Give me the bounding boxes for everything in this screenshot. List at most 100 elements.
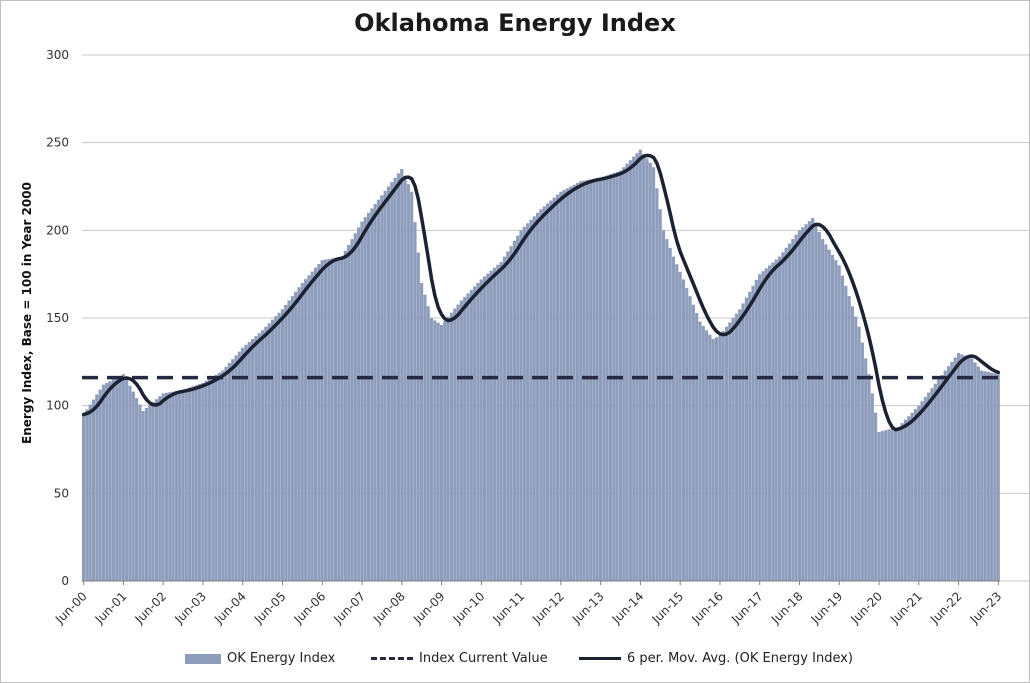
energy-index-bar — [645, 158, 649, 582]
energy-index-bar — [459, 300, 463, 581]
energy-index-bar — [390, 182, 394, 581]
energy-index-bar — [519, 230, 523, 582]
energy-index-bar — [502, 256, 507, 581]
energy-index-bar — [85, 409, 89, 581]
energy-index-bar — [483, 276, 487, 581]
energy-index-bar — [443, 320, 447, 581]
energy-index-bar — [668, 247, 672, 581]
y-tick-label: 200 — [46, 223, 69, 237]
energy-index-bar — [688, 296, 692, 581]
energy-index-bar — [771, 262, 775, 581]
legend-label-energy-index: OK Energy Index — [227, 651, 336, 666]
energy-index-bar — [317, 263, 321, 581]
energy-index-bar — [582, 180, 586, 581]
energy-index-bar — [426, 306, 430, 581]
energy-index-bar — [254, 336, 258, 581]
energy-index-bar — [555, 194, 560, 581]
energy-index-bar — [545, 203, 550, 581]
energy-index-bar — [884, 430, 888, 581]
energy-index-bar — [82, 414, 86, 581]
energy-index-bar — [197, 384, 202, 581]
legend-label-current-value: Index Current Value — [419, 651, 548, 666]
energy-index-bar — [260, 330, 265, 581]
energy-index-bar — [423, 294, 427, 581]
energy-index-bar — [648, 162, 652, 581]
energy-index-bar — [115, 377, 119, 581]
energy-index-bar — [181, 389, 185, 581]
energy-index-bar — [509, 246, 513, 581]
energy-index-bar — [622, 167, 626, 582]
energy-index-bar — [907, 416, 911, 581]
energy-index-bar — [685, 287, 689, 581]
energy-index-bar — [834, 260, 838, 581]
x-tick-label: Jun-10 — [450, 589, 488, 627]
energy-index-bar — [237, 351, 241, 581]
energy-index-bar — [870, 393, 874, 581]
energy-index-bar — [111, 379, 115, 581]
energy-index-bar — [340, 256, 344, 581]
energy-index-bar — [333, 257, 338, 581]
energy-index-bar — [920, 401, 924, 581]
energy-index-bar — [658, 209, 662, 581]
x-tick-label: Jun-09 — [410, 589, 448, 627]
energy-index-bar — [827, 249, 831, 581]
energy-index-bar — [280, 309, 284, 581]
energy-index-bar — [138, 404, 142, 581]
energy-index-bar — [174, 391, 178, 581]
energy-index-bar — [728, 322, 732, 581]
energy-index-bar — [347, 244, 351, 581]
energy-index-bar — [880, 431, 884, 581]
x-tick-label: Jun-08 — [370, 589, 408, 627]
energy-index-bar — [966, 357, 971, 581]
energy-index-bar — [864, 358, 868, 581]
energy-index-bar — [486, 273, 490, 581]
energy-index-bar — [976, 366, 980, 581]
x-tick-label: Jun-19 — [808, 589, 846, 627]
energy-index-bar — [787, 243, 792, 581]
energy-index-bar — [625, 163, 629, 581]
energy-index-bar — [986, 372, 990, 581]
legend-label-moving-average: 6 per. Mov. Avg. (OK Energy Index) — [627, 651, 853, 666]
energy-index-bar — [678, 271, 682, 581]
x-tick-label: Jun-00 — [52, 589, 90, 627]
energy-index-bar — [705, 330, 709, 581]
energy-index-bar — [595, 178, 599, 581]
energy-index-bar — [108, 381, 112, 581]
energy-index-bar — [376, 199, 381, 581]
energy-index-bar — [234, 355, 238, 581]
energy-index-bar — [711, 339, 715, 581]
y-tick-label: 50 — [54, 486, 69, 500]
legend-swatch-bar — [185, 653, 221, 664]
energy-index-bar — [194, 385, 198, 581]
energy-index-bar — [943, 370, 947, 581]
energy-index-bar — [526, 223, 530, 581]
energy-index-bar — [940, 374, 944, 581]
x-tick-label: Jun-12 — [529, 589, 567, 627]
energy-index-bar — [449, 312, 454, 581]
energy-index-bar — [589, 179, 593, 581]
energy-index-bar — [847, 296, 851, 581]
energy-index-bar — [897, 426, 901, 581]
energy-index-bar — [953, 357, 957, 581]
energy-index-bar — [860, 342, 864, 581]
energy-index-bar — [393, 177, 397, 581]
energy-index-bar — [801, 227, 805, 581]
energy-index-bar — [128, 385, 132, 581]
energy-index-bar — [579, 181, 583, 582]
energy-index-bar — [748, 291, 752, 581]
energy-index-bar — [946, 366, 951, 581]
energy-index-bar — [980, 370, 984, 581]
energy-index-bar — [542, 206, 546, 582]
energy-index-bar — [178, 390, 182, 581]
energy-index-bar — [830, 254, 835, 581]
moving-average-line — [81, 153, 1001, 432]
energy-index-bar — [927, 392, 931, 581]
energy-index-bar — [121, 374, 125, 581]
energy-index-bar — [154, 399, 159, 581]
energy-index-bar — [754, 280, 758, 581]
energy-index-bar — [867, 374, 871, 581]
energy-index-bar — [973, 362, 977, 581]
legend-item-moving-average: 6 per. Mov. Avg. (OK Energy Index) — [579, 651, 853, 666]
x-tick-label: Jun-13 — [569, 589, 607, 627]
